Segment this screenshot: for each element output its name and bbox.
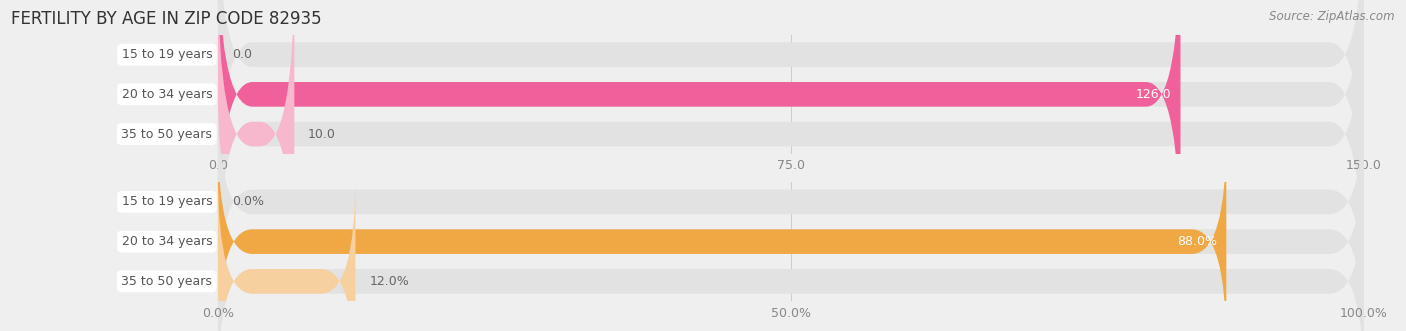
Text: 20 to 34 years: 20 to 34 years [121,235,212,248]
FancyBboxPatch shape [218,174,1364,331]
FancyBboxPatch shape [218,0,1181,261]
FancyBboxPatch shape [218,0,1364,301]
FancyBboxPatch shape [218,135,1364,331]
Text: 15 to 19 years: 15 to 19 years [121,195,212,209]
Text: 126.0: 126.0 [1136,88,1171,101]
Text: 0.0: 0.0 [232,48,252,61]
Text: 20 to 34 years: 20 to 34 years [121,88,212,101]
Text: 0.0%: 0.0% [232,195,264,209]
FancyBboxPatch shape [218,0,1364,261]
FancyBboxPatch shape [218,0,1364,221]
FancyBboxPatch shape [218,95,1364,309]
Text: 15 to 19 years: 15 to 19 years [121,48,212,61]
Text: Source: ZipAtlas.com: Source: ZipAtlas.com [1270,10,1395,23]
Text: 88.0%: 88.0% [1177,235,1218,248]
FancyBboxPatch shape [218,0,294,301]
Text: 35 to 50 years: 35 to 50 years [121,275,212,288]
Text: 35 to 50 years: 35 to 50 years [121,127,212,141]
FancyBboxPatch shape [218,135,1226,331]
FancyBboxPatch shape [218,174,356,331]
Text: FERTILITY BY AGE IN ZIP CODE 82935: FERTILITY BY AGE IN ZIP CODE 82935 [11,10,322,28]
Text: 12.0%: 12.0% [370,275,409,288]
Text: 10.0: 10.0 [308,127,336,141]
